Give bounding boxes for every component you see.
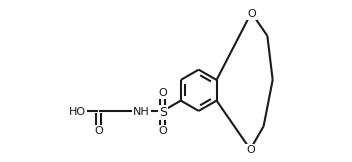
Text: O: O xyxy=(158,126,167,136)
Text: O: O xyxy=(246,145,254,155)
Text: O: O xyxy=(95,126,103,136)
Text: NH: NH xyxy=(133,107,150,117)
Text: HO: HO xyxy=(69,107,86,117)
Text: O: O xyxy=(247,9,256,19)
Text: S: S xyxy=(159,106,167,119)
Text: O: O xyxy=(158,88,167,98)
